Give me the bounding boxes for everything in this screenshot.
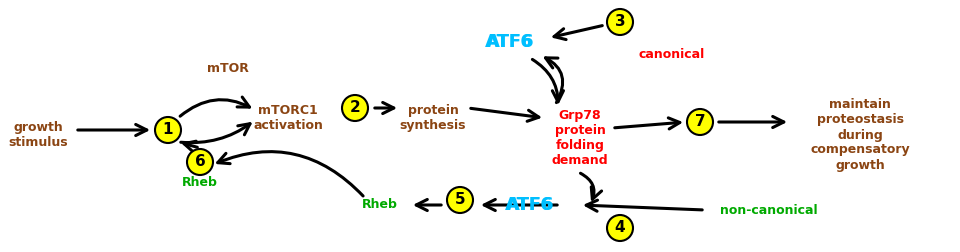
Text: maintain
proteostasis
during
compensatory
growth: maintain proteostasis during compensator… — [810, 99, 910, 172]
Text: protein
synthesis: protein synthesis — [399, 104, 467, 132]
Circle shape — [342, 95, 368, 121]
Text: non-canonical: non-canonical — [720, 204, 818, 216]
Text: 1: 1 — [163, 122, 173, 138]
Text: canonical: canonical — [638, 48, 706, 61]
Text: ATF6: ATF6 — [485, 33, 535, 51]
Circle shape — [607, 215, 633, 241]
Text: 7: 7 — [695, 114, 706, 130]
Text: 6: 6 — [195, 154, 205, 170]
Text: 2: 2 — [349, 101, 360, 115]
Text: Rheb: Rheb — [362, 199, 398, 211]
Text: Grp78
protein
folding
demand: Grp78 protein folding demand — [552, 109, 609, 167]
Circle shape — [447, 187, 473, 213]
Text: 4: 4 — [614, 220, 625, 236]
Text: 5: 5 — [455, 193, 466, 207]
Text: growth
stimulus: growth stimulus — [9, 121, 68, 149]
Text: ATF6: ATF6 — [507, 196, 553, 214]
Circle shape — [607, 9, 633, 35]
Text: Rheb: Rheb — [182, 175, 218, 188]
Text: ATF6: ATF6 — [487, 33, 533, 51]
Text: mTORC1
activation: mTORC1 activation — [253, 104, 323, 132]
Text: ATF6: ATF6 — [505, 196, 555, 214]
Circle shape — [155, 117, 181, 143]
Text: 3: 3 — [614, 15, 625, 29]
Text: mTOR: mTOR — [207, 61, 249, 75]
Circle shape — [187, 149, 213, 175]
Circle shape — [687, 109, 713, 135]
